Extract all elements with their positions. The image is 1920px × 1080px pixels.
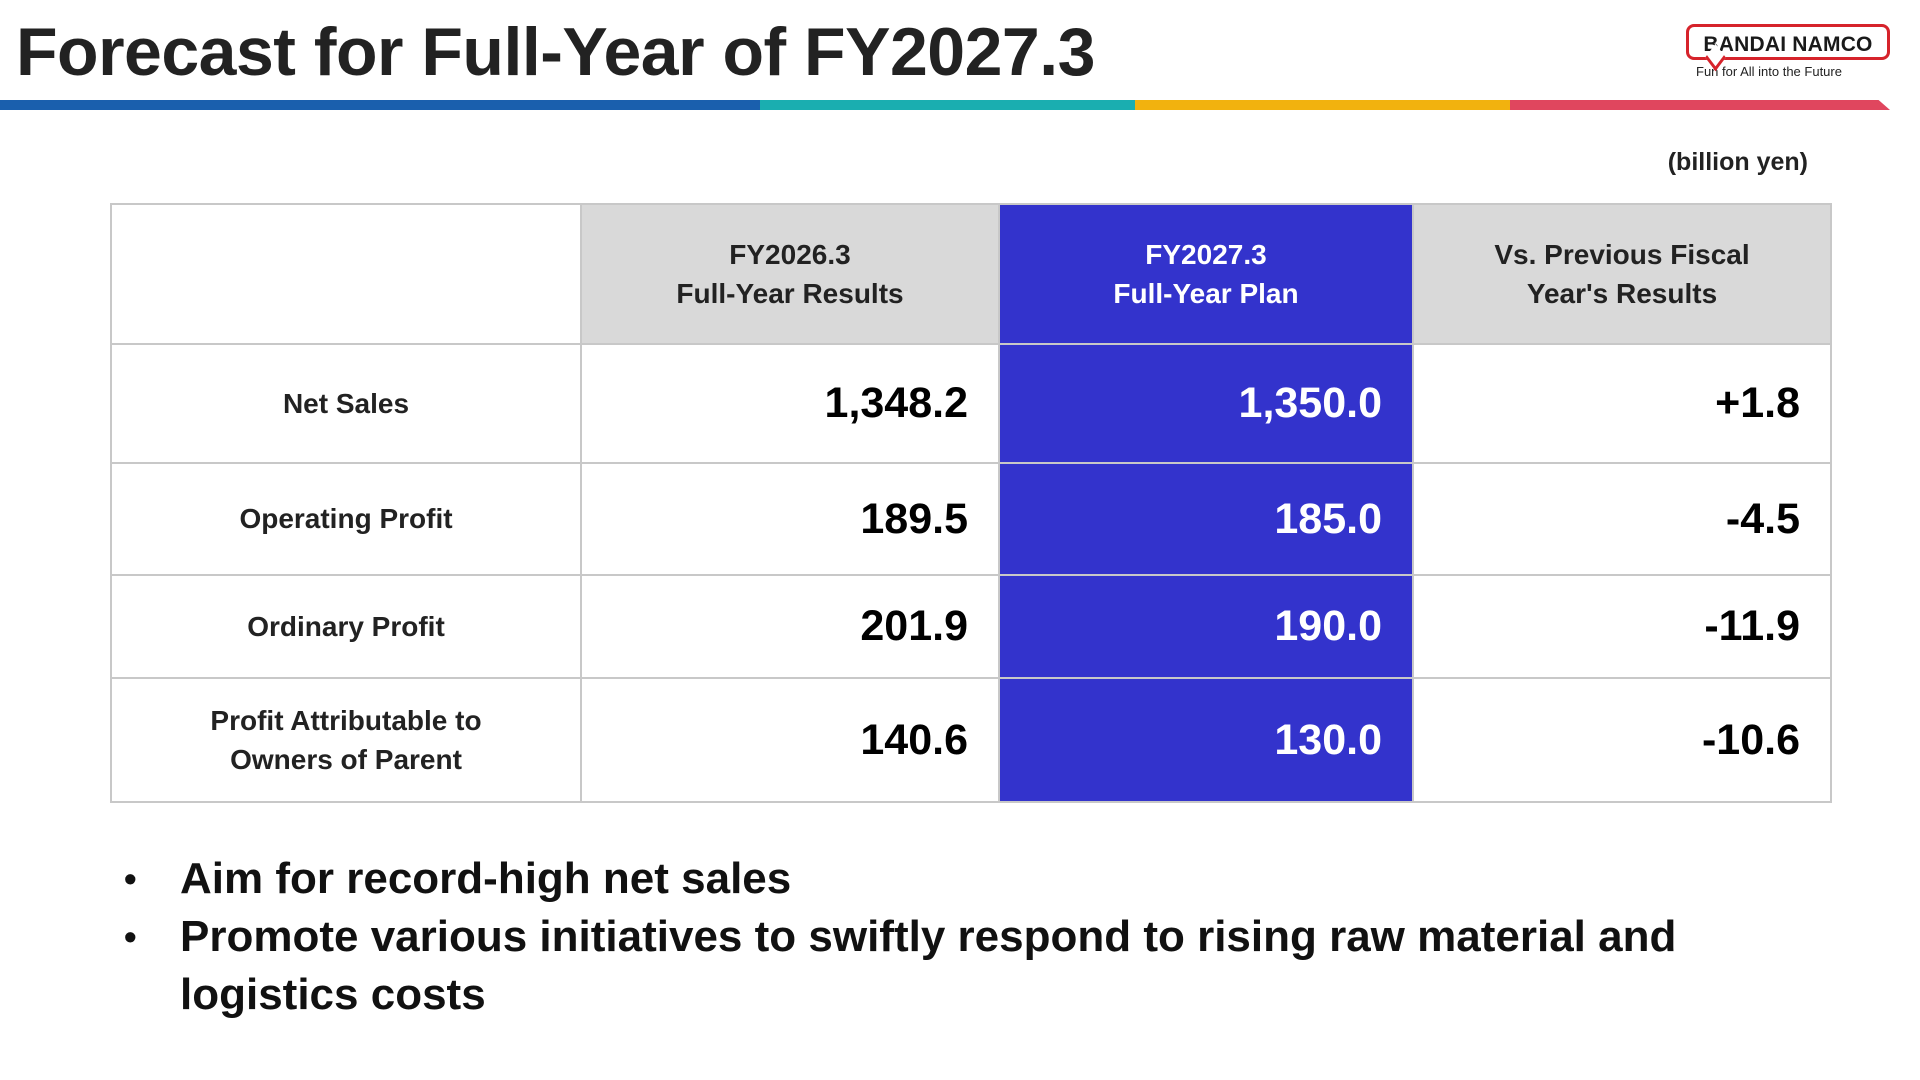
header-vs-line2: Year's Results <box>1526 278 1718 309</box>
unit-label: (billion yen) <box>1667 148 1808 176</box>
row-label-net-sales: Net Sales <box>110 343 582 464</box>
bullet-item: • Promote various initiatives to swiftly… <box>120 908 1760 1024</box>
row-label-line1: Operating Profit <box>239 503 453 535</box>
header-vs-line1: Vs. Previous Fiscal <box>1494 238 1750 270</box>
cell-vs-ordinary-profit: -11.9 <box>1412 574 1832 679</box>
row-label-operating-profit: Operating Profit <box>110 462 582 576</box>
row-label-ordinary-profit: Ordinary Profit <box>110 574 582 679</box>
cell-vs-profit-attributable: -10.6 <box>1412 677 1832 803</box>
color-stripe-divider <box>0 100 1890 110</box>
table-row-operating-profit: Operating Profit 189.5 185.0 -4.5 <box>110 462 1832 576</box>
logo-wordmark: BANDAI NAMCO <box>1686 24 1890 60</box>
bullet-item: • Aim for record-high net sales <box>120 850 1760 908</box>
bullet-list: • Aim for record-high net sales • Promot… <box>120 850 1760 1024</box>
stripe-segment-blue <box>0 100 760 110</box>
table-header-row: FY2026.3 Full-Year Results FY2027.3 Full… <box>110 203 1832 345</box>
cell-vs-operating-profit: -4.5 <box>1412 462 1832 576</box>
cell-plan-operating-profit: 185.0 <box>998 462 1414 576</box>
header-prev-results: FY2026.3 Full-Year Results <box>580 203 1000 345</box>
company-logo: BANDAI NAMCO Fun for All into the Future <box>1686 24 1890 79</box>
bullet-dot-icon: • <box>124 916 137 957</box>
cell-prev-profit-attributable: 140.6 <box>580 677 1000 803</box>
bullet-text: Promote various initiatives to swiftly r… <box>180 912 1677 1019</box>
row-label-line1: Ordinary Profit <box>247 610 445 642</box>
logo-tagline: Fun for All into the Future <box>1696 64 1842 79</box>
row-label-line1: Profit Attributable to <box>210 704 482 736</box>
cell-plan-net-sales: 1,350.0 <box>998 343 1414 464</box>
stripe-segment-teal <box>760 100 1135 110</box>
cell-prev-ordinary-profit: 201.9 <box>580 574 1000 679</box>
header-blank-cell <box>110 203 582 345</box>
cell-prev-net-sales: 1,348.2 <box>580 343 1000 464</box>
header-plan: FY2027.3 Full-Year Plan <box>998 203 1414 345</box>
table-row-net-sales: Net Sales 1,348.2 1,350.0 +1.8 <box>110 343 1832 464</box>
cell-prev-operating-profit: 189.5 <box>580 462 1000 576</box>
cell-plan-profit-attributable: 130.0 <box>998 677 1414 803</box>
header-prev-line1: FY2026.3 <box>729 238 851 270</box>
forecast-table: FY2026.3 Full-Year Results FY2027.3 Full… <box>110 203 1832 803</box>
bullet-dot-icon: • <box>124 858 137 899</box>
header-plan-line2: Full-Year Plan <box>1113 278 1299 309</box>
header-vs-previous: Vs. Previous Fiscal Year's Results <box>1412 203 1832 345</box>
table-row-ordinary-profit: Ordinary Profit 201.9 190.0 -11.9 <box>110 574 1832 679</box>
row-label-line1: Net Sales <box>282 387 410 419</box>
cell-vs-net-sales: +1.8 <box>1412 343 1832 464</box>
stripe-segment-pink <box>1510 100 1890 110</box>
page-title: Forecast for Full-Year of FY2027.3 <box>16 14 1095 90</box>
stripe-segment-yellow <box>1135 100 1510 110</box>
row-label-profit-attributable: Profit Attributable to Owners of Parent <box>110 677 582 803</box>
table-row-profit-attributable: Profit Attributable to Owners of Parent … <box>110 677 1832 803</box>
cell-plan-ordinary-profit: 190.0 <box>998 574 1414 679</box>
bullet-text: Aim for record-high net sales <box>180 854 792 903</box>
row-label-line2: Owners of Parent <box>230 744 462 775</box>
header-plan-line1: FY2027.3 <box>1145 238 1267 270</box>
header-prev-line2: Full-Year Results <box>676 278 904 309</box>
